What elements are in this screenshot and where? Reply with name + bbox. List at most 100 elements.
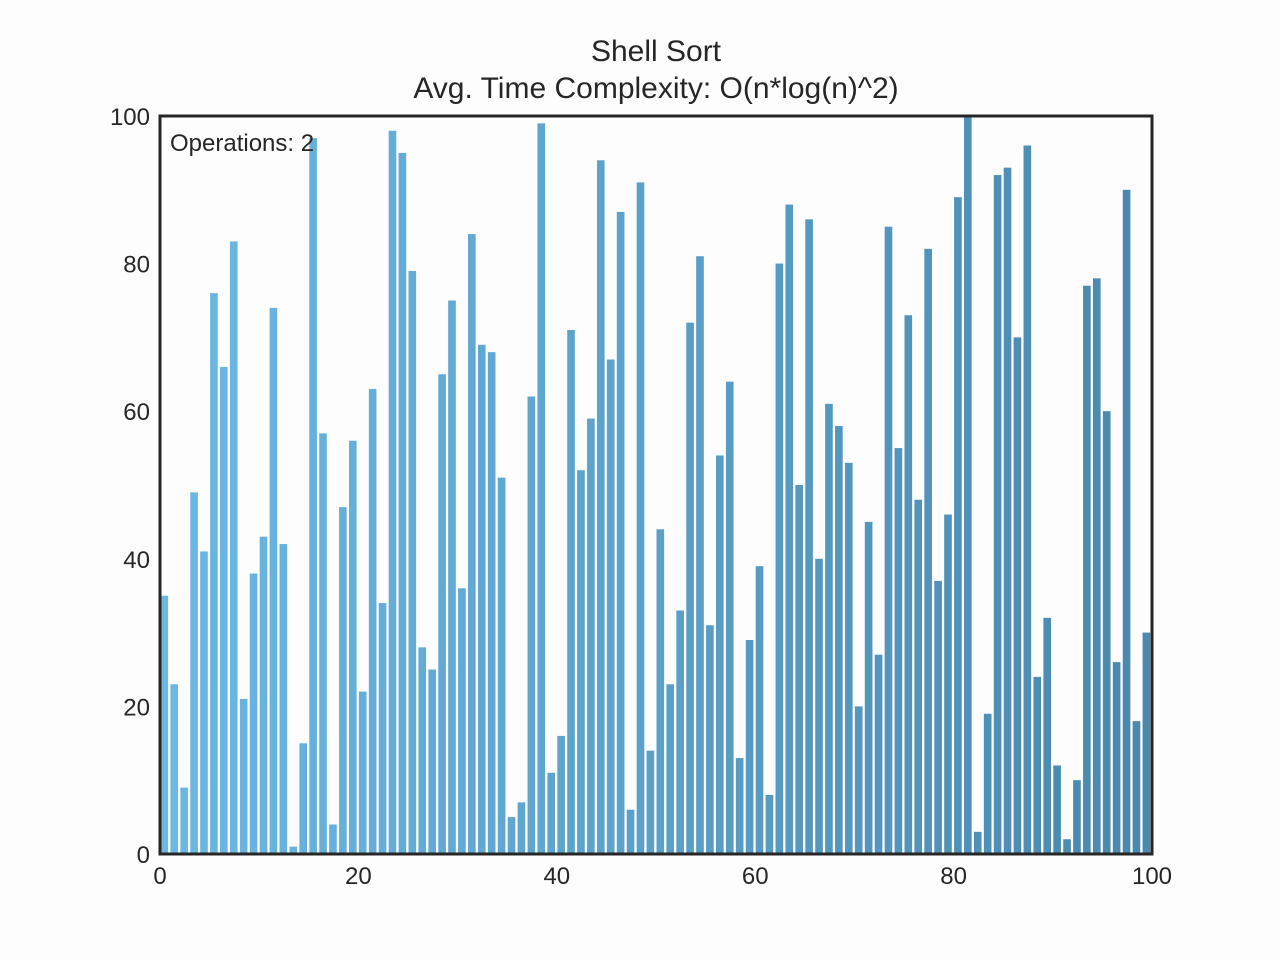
- bar: [973, 831, 982, 854]
- bar: [269, 307, 278, 854]
- bar: [596, 160, 605, 854]
- x-tick-label: 40: [543, 863, 570, 890]
- chart-title: Shell Sort: [591, 35, 722, 68]
- bar: [587, 418, 595, 854]
- bar: [854, 706, 863, 854]
- bar: [1053, 765, 1061, 854]
- bar: [160, 595, 169, 854]
- y-tick-label: 60: [123, 399, 150, 426]
- bar: [815, 558, 823, 854]
- bar: [289, 846, 298, 854]
- bar: [210, 293, 218, 854]
- bar: [1132, 721, 1141, 854]
- bar: [517, 802, 526, 854]
- bar: [686, 322, 694, 854]
- bar: [468, 234, 476, 854]
- bar: [1073, 780, 1081, 854]
- bar: [1043, 617, 1051, 854]
- bar: [983, 713, 992, 854]
- bar: [696, 256, 704, 855]
- x-axis-ticks: 0 20 40 60 80 100: [153, 863, 1172, 890]
- bar: [676, 610, 684, 854]
- bar: [348, 440, 357, 854]
- bar: [1023, 145, 1032, 854]
- bar: [864, 521, 873, 854]
- bar: [636, 182, 645, 855]
- bar: [507, 817, 516, 854]
- bar: [835, 425, 843, 854]
- bar: [616, 211, 625, 854]
- bar: [1083, 285, 1091, 854]
- bar: [785, 204, 794, 854]
- bar: [1013, 337, 1022, 854]
- bar: [993, 175, 1002, 855]
- bar: [1092, 278, 1101, 854]
- y-tick-label: 80: [123, 252, 150, 279]
- bar: [239, 699, 248, 854]
- bar: [249, 573, 258, 854]
- bar: [666, 684, 675, 854]
- bar: [844, 462, 853, 854]
- bar: [477, 344, 486, 854]
- bar: [368, 389, 377, 854]
- bar: [805, 219, 813, 854]
- bar: [874, 654, 883, 854]
- y-tick-label: 20: [123, 694, 150, 721]
- bar: [944, 514, 952, 854]
- plot-frame: [158, 114, 1154, 856]
- x-tick-label: 100: [1132, 863, 1172, 890]
- bar: [537, 123, 546, 854]
- bars: [160, 116, 1151, 855]
- bar: [170, 684, 179, 854]
- bar: [656, 529, 665, 854]
- bar: [220, 366, 228, 854]
- x-tick-label: 60: [742, 863, 769, 890]
- y-tick-label: 40: [123, 547, 150, 574]
- bar: [497, 477, 506, 854]
- bar: [438, 374, 446, 854]
- bar: [1122, 189, 1131, 855]
- bar: [716, 455, 724, 854]
- bar: [745, 639, 754, 854]
- bar: [378, 603, 387, 854]
- bar: [487, 352, 496, 854]
- bar: [329, 824, 337, 854]
- bar: [398, 152, 407, 854]
- bar: [408, 270, 417, 855]
- bar: [259, 536, 268, 854]
- bar: [527, 396, 536, 854]
- bar: [547, 772, 555, 854]
- bar: [725, 381, 734, 854]
- bar: [954, 197, 962, 854]
- bar: [646, 750, 655, 854]
- bar: [428, 669, 436, 854]
- chart-subtitle: Avg. Time Complexity: O(n*log(n)^2): [413, 72, 898, 105]
- bar: [567, 330, 575, 854]
- bar: [200, 551, 208, 854]
- bar: [735, 758, 744, 854]
- bar: [825, 403, 833, 854]
- bar: [557, 735, 565, 854]
- bar: [964, 116, 972, 854]
- bar: [339, 507, 347, 854]
- bar: [448, 300, 456, 854]
- bar: [606, 359, 615, 854]
- bar: [279, 544, 288, 854]
- bar: [358, 691, 367, 854]
- operations-annotation: Operations: 2: [170, 130, 314, 157]
- bar: [914, 499, 923, 854]
- bar: [924, 248, 932, 855]
- bar: [1003, 167, 1012, 854]
- bar: [418, 647, 427, 854]
- bar: [626, 809, 635, 854]
- bar: [1033, 676, 1042, 854]
- bar: [1112, 662, 1121, 854]
- y-tick-label: 0: [137, 842, 150, 869]
- bar: [904, 315, 913, 854]
- bar: [1142, 632, 1151, 854]
- bar: [934, 580, 942, 854]
- bar: [319, 433, 327, 854]
- y-axis-ticks: 0 20 40 60 80 100: [110, 104, 150, 869]
- bar: [190, 492, 198, 854]
